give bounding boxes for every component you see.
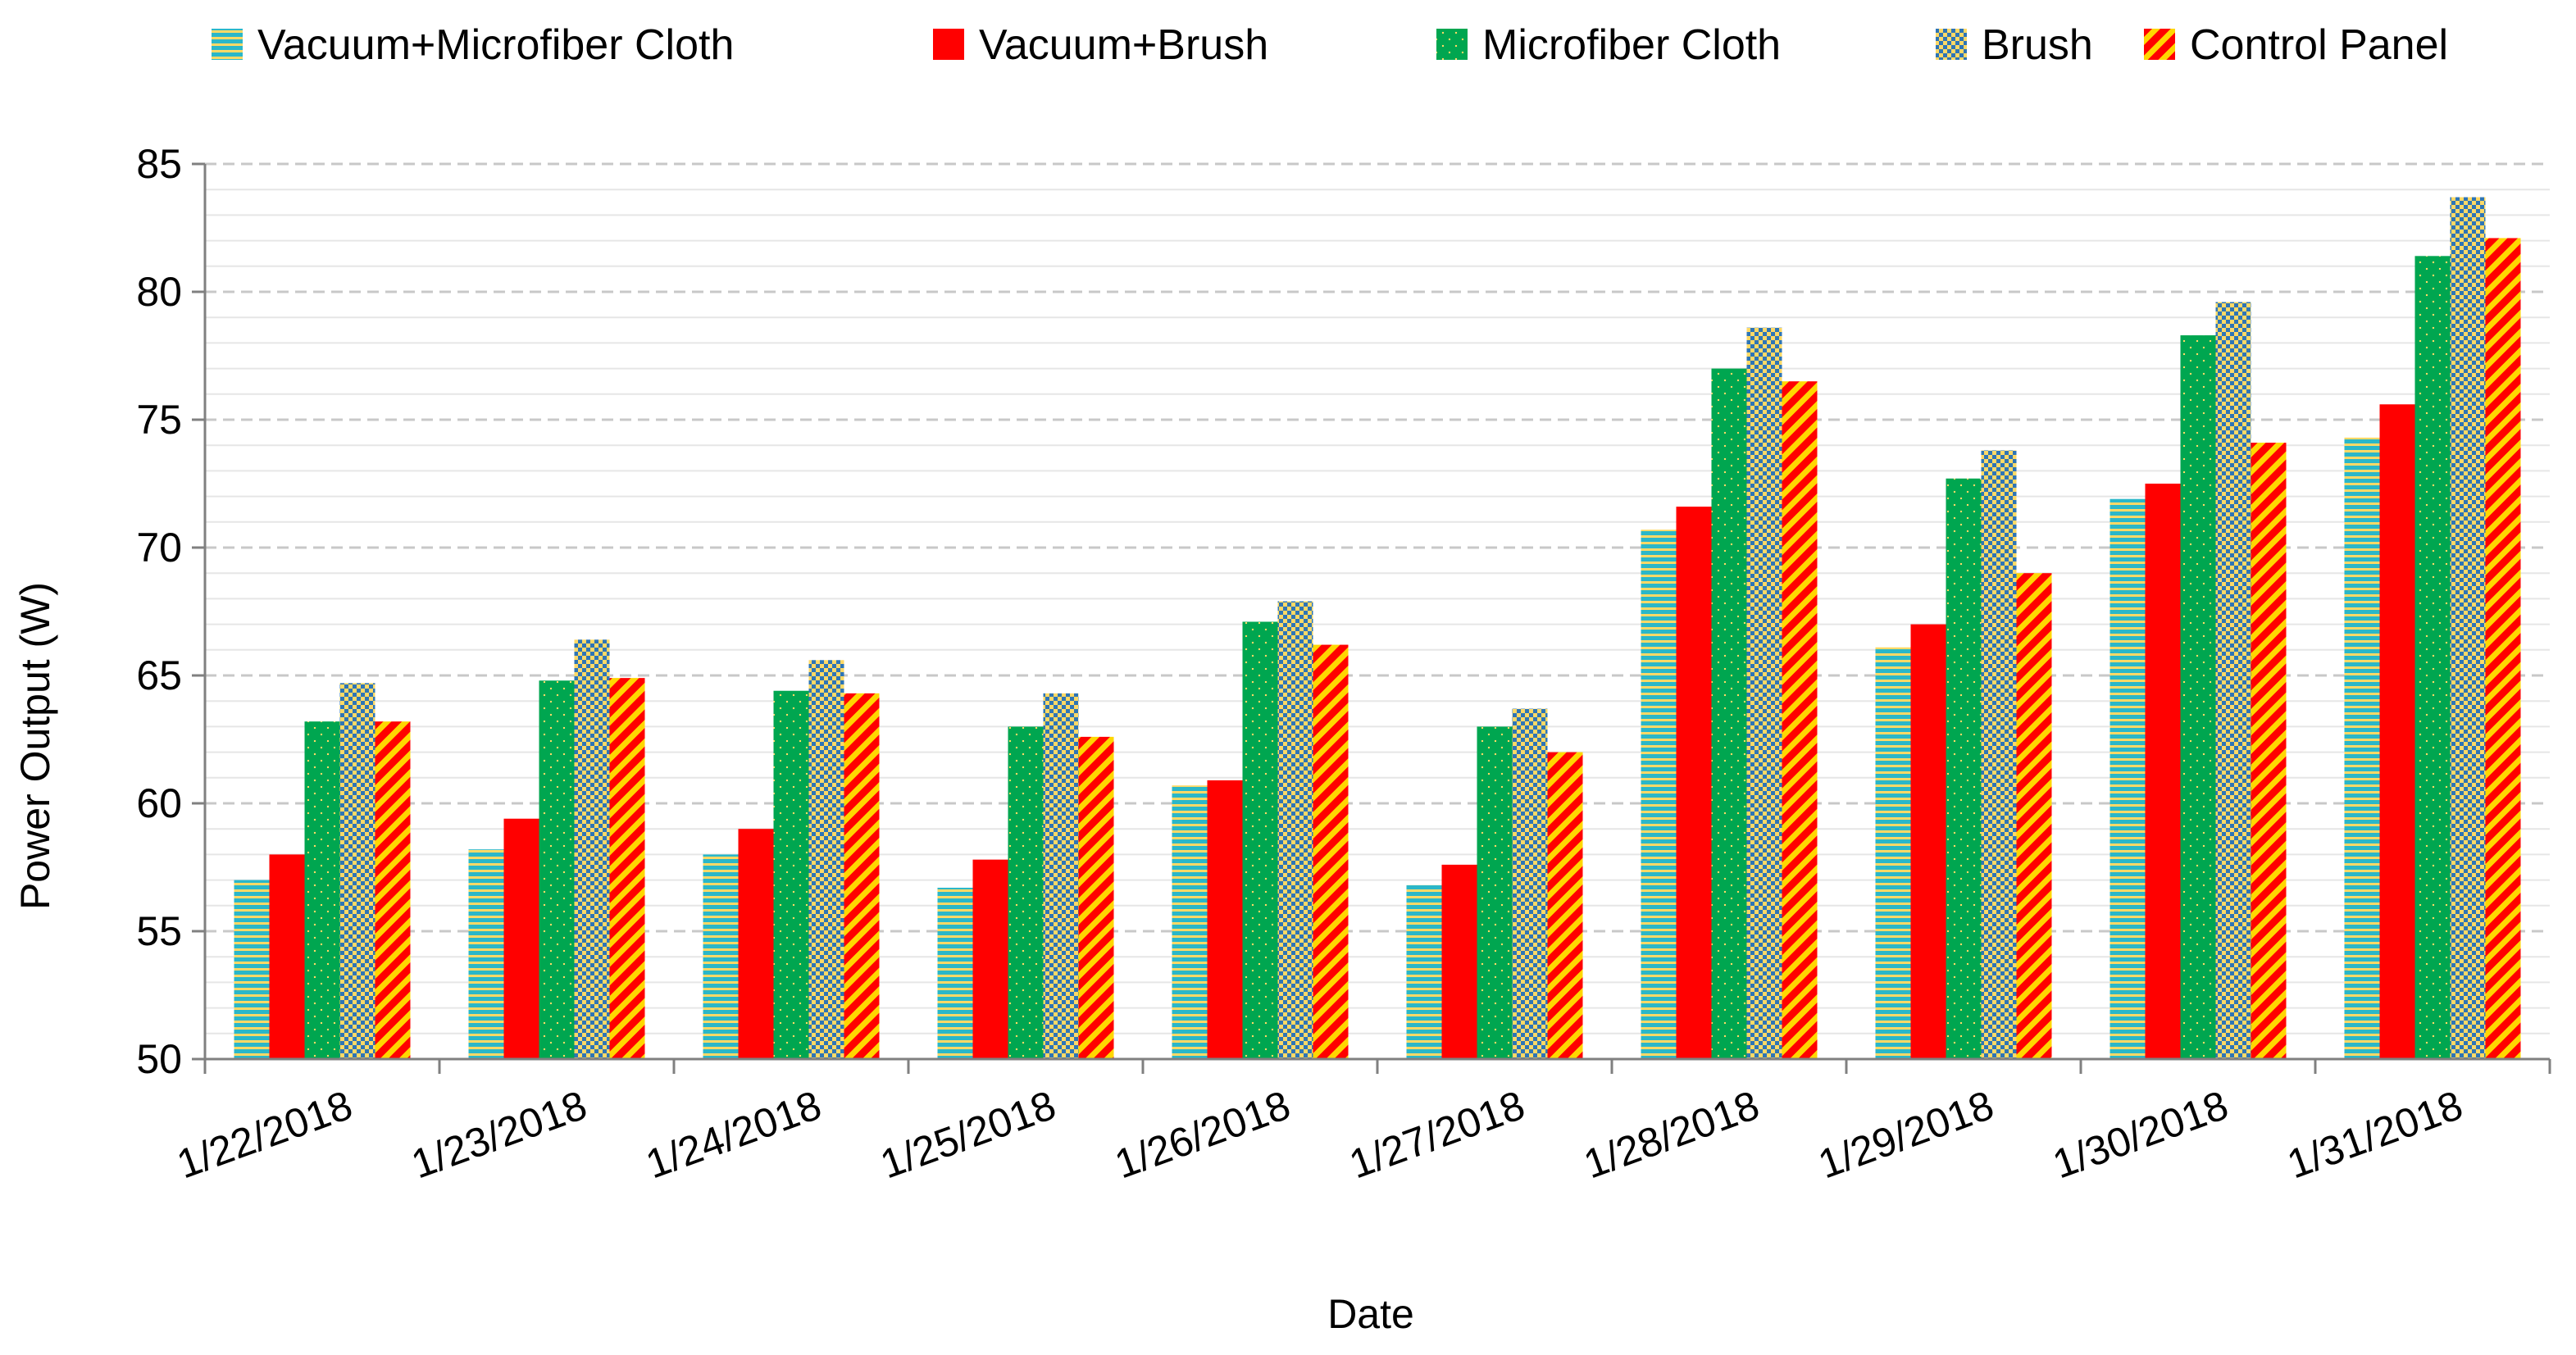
y-tick-label: 80	[136, 269, 182, 315]
bar-vacuum-brush-1	[269, 854, 305, 1059]
x-tick-label: 1/28/2018	[1578, 1082, 1765, 1188]
legend-swatch	[212, 29, 243, 60]
bar-brush-5	[1277, 601, 1313, 1059]
bar-microfiber-cloth-8	[1946, 478, 1982, 1059]
bar-vacuum-microfiber-cloth-5	[1172, 785, 1208, 1059]
bar-control-panel-1	[375, 721, 411, 1059]
bar-microfiber-cloth-9	[2180, 335, 2216, 1059]
legend-item-3: Microfiber Cloth	[1436, 21, 1781, 69]
legend: Vacuum+Microfiber Cloth Vacuum+Brush Micro…	[212, 21, 2448, 69]
bar-brush-3	[808, 660, 844, 1059]
x-tick-label: 1/26/2018	[1109, 1082, 1296, 1188]
bar-microfiber-cloth-6	[1477, 726, 1513, 1059]
x-tick-label: 1/24/2018	[640, 1082, 827, 1188]
bar-control-panel-10	[2485, 238, 2521, 1060]
bar-vacuum-brush-3	[738, 829, 774, 1059]
legend-label: Control Panel	[2190, 21, 2448, 69]
bar-control-panel-2	[609, 678, 645, 1059]
bar-vacuum-brush-4	[972, 859, 1008, 1059]
y-tick-label: 65	[136, 652, 182, 698]
bar-vacuum-microfiber-cloth-10	[2344, 437, 2380, 1059]
bar-vacuum-brush-5	[1207, 780, 1243, 1059]
y-tick-label: 70	[136, 525, 182, 571]
bar-vacuum-brush-6	[1441, 864, 1477, 1059]
bar-microfiber-cloth-1	[304, 721, 340, 1059]
bar-vacuum-brush-2	[503, 818, 539, 1059]
bar-vacuum-microfiber-cloth-9	[2109, 498, 2146, 1059]
bar-vacuum-brush-7	[1676, 507, 1712, 1059]
bar-brush-6	[1512, 708, 1548, 1059]
bar-vacuum-microfiber-cloth-8	[1875, 647, 1911, 1059]
legend-swatch	[1936, 29, 1967, 60]
bar-brush-8	[1981, 450, 2017, 1059]
x-axis-title: Date	[1327, 1291, 1414, 1337]
bar-vacuum-brush-10	[2379, 404, 2415, 1059]
y-axis-title: Power Output (W)	[12, 582, 58, 910]
bar-control-panel-7	[1782, 381, 1818, 1059]
legend-swatch	[933, 29, 964, 60]
x-tick-label: 1/25/2018	[875, 1082, 1062, 1188]
legend-item-2: Vacuum+Brush	[933, 21, 1268, 69]
bar-vacuum-microfiber-cloth-4	[937, 887, 973, 1059]
y-tick-label: 75	[136, 397, 182, 443]
legend-item-4: Brush	[1936, 21, 2093, 69]
bar-vacuum-brush-9	[2145, 484, 2181, 1059]
x-tick-label: 1/31/2018	[2282, 1082, 2469, 1188]
legend-label: Brush	[1982, 21, 2093, 69]
x-tick-label: 1/30/2018	[2047, 1082, 2234, 1188]
x-tick-label: 1/29/2018	[1813, 1082, 2000, 1188]
bar-control-panel-6	[1547, 752, 1583, 1059]
y-tick-label: 60	[136, 780, 182, 826]
legend-item-5: Control Panel	[2144, 21, 2448, 69]
y-tick-label: 55	[136, 908, 182, 954]
x-tick-label: 1/22/2018	[171, 1082, 358, 1188]
bar-microfiber-cloth-2	[539, 680, 575, 1059]
bar-brush-2	[574, 639, 610, 1059]
legend-label: Vacuum+Microfiber Cloth	[257, 21, 734, 69]
bar-control-panel-3	[844, 693, 880, 1059]
bar-brush-10	[2450, 197, 2486, 1059]
legend-item-1: Vacuum+Microfiber Cloth	[212, 21, 734, 69]
x-tick-label: 1/23/2018	[406, 1082, 593, 1188]
bar-control-panel-9	[2251, 443, 2287, 1059]
bar-brush-9	[2215, 302, 2251, 1060]
legend-swatch	[2144, 29, 2175, 60]
bar-brush-7	[1746, 327, 1782, 1059]
bar-vacuum-microfiber-cloth-6	[1406, 884, 1442, 1059]
legend-swatch	[1436, 29, 1468, 60]
bar-control-panel-4	[1078, 736, 1114, 1059]
bar-microfiber-cloth-3	[773, 690, 809, 1059]
bar-brush-1	[339, 683, 375, 1059]
bar-control-panel-5	[1313, 644, 1349, 1059]
axes	[192, 162, 2551, 1074]
legend-label: Microfiber Cloth	[1482, 21, 1781, 69]
bars	[234, 197, 2521, 1060]
bar-microfiber-cloth-7	[1711, 368, 1747, 1060]
x-tick-label: 1/27/2018	[1344, 1082, 1531, 1188]
bar-microfiber-cloth-10	[2414, 256, 2451, 1059]
bar-vacuum-microfiber-cloth-7	[1641, 530, 1677, 1059]
bar-control-panel-8	[2016, 573, 2052, 1059]
legend-label: Vacuum+Brush	[979, 21, 1268, 69]
bar-microfiber-cloth-5	[1242, 621, 1278, 1059]
bar-vacuum-microfiber-cloth-2	[468, 849, 504, 1059]
y-tick-label: 85	[136, 141, 182, 187]
bar-vacuum-brush-8	[1910, 624, 1946, 1059]
bar-microfiber-cloth-4	[1008, 726, 1044, 1059]
bar-brush-4	[1043, 693, 1079, 1059]
bar-vacuum-microfiber-cloth-3	[703, 854, 739, 1059]
bar-vacuum-microfiber-cloth-1	[234, 880, 270, 1059]
y-tick-label: 50	[136, 1036, 182, 1082]
